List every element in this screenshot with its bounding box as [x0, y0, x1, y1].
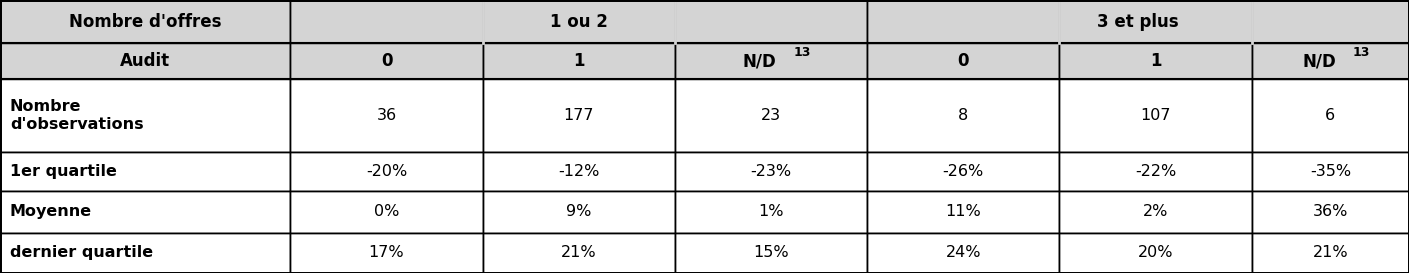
Text: 13: 13 [793, 46, 810, 60]
Bar [290, 79, 483, 152]
Text: 3 et plus: 3 et plus [1098, 13, 1179, 31]
Text: 8: 8 [958, 108, 968, 123]
Text: -35%: -35% [1310, 164, 1351, 179]
Bar [1251, 233, 1409, 273]
Bar [1251, 43, 1409, 79]
Bar [483, 233, 675, 273]
Bar [290, 152, 483, 191]
Text: -23%: -23% [751, 164, 792, 179]
Bar [675, 79, 867, 152]
Text: N/D: N/D [1302, 52, 1336, 70]
Text: Moyenne: Moyenne [10, 204, 92, 219]
Text: 36: 36 [376, 108, 396, 123]
Text: 1: 1 [1150, 52, 1161, 70]
Bar [0, 191, 290, 233]
Text: 36%: 36% [1313, 204, 1348, 219]
Bar [867, 191, 1060, 233]
Bar [483, 152, 675, 191]
Text: -26%: -26% [943, 164, 983, 179]
Text: 177: 177 [564, 108, 595, 123]
Bar [867, 43, 1060, 79]
Text: 24%: 24% [945, 245, 981, 260]
Text: 21%: 21% [1313, 245, 1348, 260]
Text: 0: 0 [380, 52, 392, 70]
Text: 17%: 17% [369, 245, 404, 260]
Bar [0, 79, 290, 152]
Text: 107: 107 [1140, 108, 1171, 123]
Bar [0, 43, 290, 79]
Text: 1: 1 [573, 52, 585, 70]
Text: 1er quartile: 1er quartile [10, 164, 117, 179]
Bar [483, 43, 675, 79]
Text: 9%: 9% [566, 204, 592, 219]
Bar [0, 0, 290, 43]
Bar [867, 152, 1060, 191]
Text: 0: 0 [958, 52, 969, 70]
Bar [867, 0, 1409, 43]
Text: -20%: -20% [366, 164, 407, 179]
Bar [675, 233, 867, 273]
Bar [675, 191, 867, 233]
Text: Nombre d'offres: Nombre d'offres [69, 13, 221, 31]
Text: 13: 13 [1353, 46, 1370, 60]
Text: 6: 6 [1326, 108, 1336, 123]
Text: 11%: 11% [945, 204, 981, 219]
Text: 1%: 1% [758, 204, 783, 219]
Bar [1251, 152, 1409, 191]
Text: 0%: 0% [373, 204, 399, 219]
Text: N/D: N/D [743, 52, 776, 70]
Bar [1060, 43, 1251, 79]
Bar [0, 152, 290, 191]
Bar [290, 191, 483, 233]
Text: 23: 23 [761, 108, 781, 123]
Text: 20%: 20% [1138, 245, 1174, 260]
Bar [867, 233, 1060, 273]
Bar [290, 0, 867, 43]
Text: dernier quartile: dernier quartile [10, 245, 154, 260]
Bar [290, 43, 483, 79]
Bar [675, 152, 867, 191]
Text: 21%: 21% [561, 245, 596, 260]
Bar [1251, 79, 1409, 152]
Text: Nombre
d'observations: Nombre d'observations [10, 99, 144, 132]
Bar [0, 233, 290, 273]
Text: 2%: 2% [1143, 204, 1168, 219]
Bar [290, 233, 483, 273]
Text: -22%: -22% [1134, 164, 1177, 179]
Bar [675, 43, 867, 79]
Bar [867, 79, 1060, 152]
Text: -12%: -12% [558, 164, 599, 179]
Text: Audit: Audit [120, 52, 170, 70]
Bar [1060, 79, 1251, 152]
Bar [483, 191, 675, 233]
Bar [1060, 152, 1251, 191]
Bar [1060, 191, 1251, 233]
Bar [1060, 233, 1251, 273]
Text: 15%: 15% [754, 245, 789, 260]
Bar [1251, 191, 1409, 233]
Bar [483, 79, 675, 152]
Text: 1 ou 2: 1 ou 2 [550, 13, 607, 31]
